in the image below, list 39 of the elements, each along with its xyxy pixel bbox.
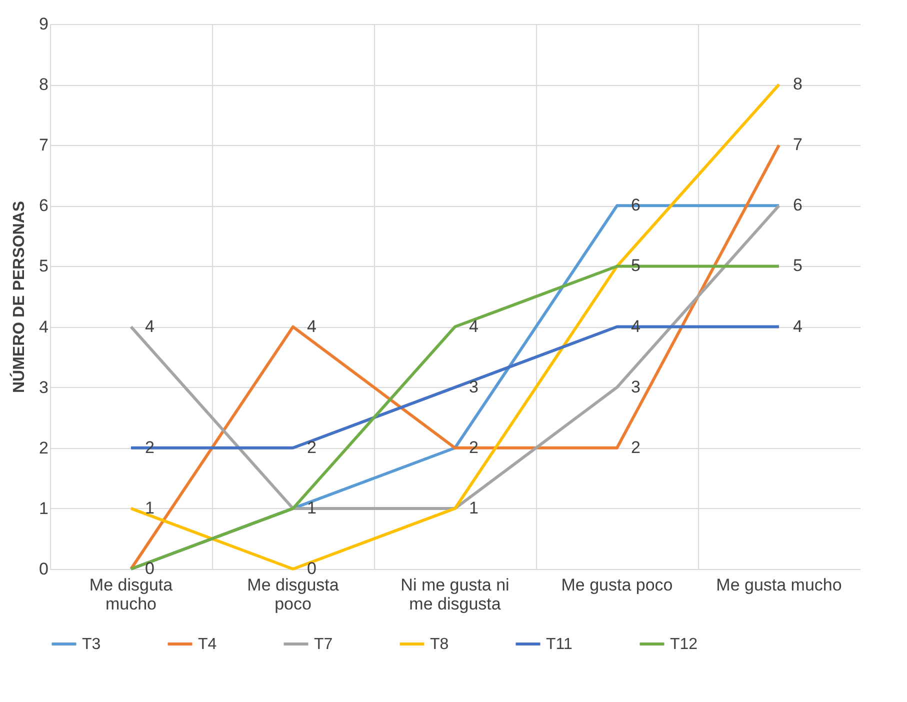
legend-label: T3 [82, 636, 101, 653]
data-label: 5 [793, 256, 802, 276]
data-label: 4 [145, 316, 154, 336]
data-label: 4 [793, 316, 802, 336]
data-label: 7 [793, 135, 802, 154]
data-label: 3 [469, 377, 478, 396]
x-tick-label: Me gusta mucho [716, 576, 842, 594]
y-tick-label: 5 [39, 256, 48, 276]
x-tick-label: Me disgusta poco [247, 576, 340, 614]
legend-label: T8 [430, 636, 449, 653]
y-tick-label: 0 [39, 560, 48, 578]
y-tick-label: 8 [39, 75, 48, 94]
data-label: 1 [469, 498, 478, 518]
data-label: 6 [793, 196, 802, 215]
y-tick-label: 9 [39, 14, 48, 34]
x-tick-label: Me gusta poco [561, 576, 673, 594]
data-label: 4 [307, 316, 316, 336]
y-tick-label: 2 [39, 438, 48, 458]
y-tick-label: 6 [39, 196, 48, 216]
data-label: 2 [631, 438, 640, 457]
data-label: 1 [307, 498, 316, 518]
data-label: 3 [631, 377, 640, 396]
data-label: 0 [307, 559, 316, 578]
y-axis-title: NÚMERO DE PERSONAS [9, 200, 28, 394]
y-tick-label: 4 [39, 317, 48, 336]
legend-label: T11 [546, 636, 572, 653]
data-label: 8 [793, 74, 802, 94]
data-label: 4 [469, 316, 478, 336]
legend-label: T7 [314, 636, 333, 653]
x-tick-label: Ni me gusta ni me disgusta [400, 576, 510, 614]
x-tick-label: Me disguta mucho [89, 576, 174, 614]
data-label: 0 [145, 559, 154, 578]
data-label: 2 [307, 438, 316, 457]
y-tick-label: 7 [39, 136, 48, 155]
data-label: 1 [145, 498, 154, 518]
legend-label: T4 [198, 636, 217, 653]
y-tick-label: 1 [39, 498, 48, 518]
y-tick-label: 3 [39, 378, 48, 397]
legend-label: T12 [670, 636, 698, 653]
